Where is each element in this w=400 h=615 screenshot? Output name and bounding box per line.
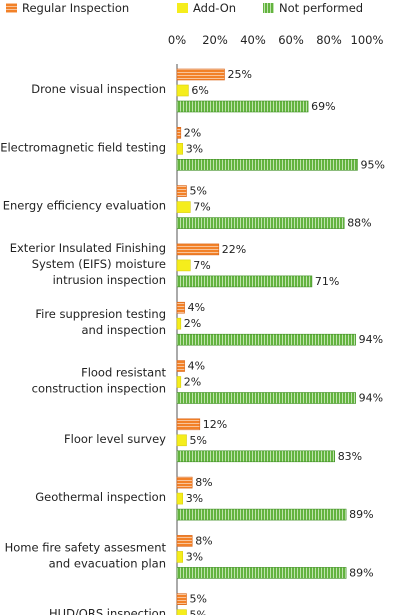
bar-regular-inspection-drone-visual-inspection: [176, 68, 225, 81]
bar-not-performed-floor-level-survey: [176, 450, 335, 463]
bar-add-on-fire-suppresion-testing-and-inspection: [176, 317, 182, 330]
data-label-not-performed-geothermal-inspection: 89%: [349, 508, 373, 521]
bar-not-performed-electromagnetic-field-testing: [176, 159, 358, 171]
category-label-fire-suppresion-testing-and-inspection-line-1: Fire suppresion testing: [35, 307, 166, 321]
bar-regular-inspection-geothermal-inspection: [176, 476, 193, 489]
data-label-add-on-electromagnetic-field-testing: 3%: [186, 142, 203, 155]
bar-add-on-floor-level-survey: [176, 434, 187, 447]
category-label-exterior-insulated-finishing-system-eifs-moisture-intrusion-inspection-line-3: intrusion inspection: [53, 273, 166, 287]
category-label-geothermal-inspection: Geothermal inspection: [35, 490, 166, 504]
category-label-drone-visual-inspection: Drone visual inspection: [31, 82, 166, 96]
data-label-regular-inspection-energy-efficiency-evaluation: 5%: [190, 185, 207, 198]
data-label-not-performed-home-fire-safety-assesment-and-evacuation-plan: 89%: [349, 566, 373, 579]
data-label-regular-inspection-exterior-insulated-finishing-system-eifs-moisture-intrusion-inspection: 22%: [222, 243, 246, 256]
category-label-fire-suppresion-testing-and-inspection-line-2: and inspection: [82, 323, 167, 337]
legend-label-not-performed: Not performed: [279, 1, 363, 15]
bar-regular-inspection-hud-qrs-inspection: [176, 593, 187, 606]
bars: 25% 6% 69% 2% 3% 95% 5% 7% 88% 22% 7% 71% 4% 2% 94% 4% 2…: [176, 68, 385, 615]
category-label-flood-resistant-construction-inspection-line-2: construction inspection: [32, 382, 166, 396]
data-label-regular-inspection-home-fire-safety-assesment-and-evacuation-plan: 8%: [195, 534, 212, 547]
data-label-not-performed-fire-suppresion-testing-and-inspection: 94%: [359, 333, 383, 346]
category-label-home-fire-safety-assesment-and-evacuation-plan-line-1: Home fire safety assesment: [5, 540, 167, 554]
bar-not-performed-fire-suppresion-testing-and-inspection: [176, 333, 356, 346]
bar-add-on-flood-resistant-construction-inspection: [176, 376, 182, 388]
bar-not-performed-exterior-insulated-finishing-system-eifs-moisture-intrusion-inspection: [176, 275, 313, 288]
data-label-regular-inspection-hud-qrs-inspection: 5%: [190, 593, 207, 606]
data-label-not-performed-exterior-insulated-finishing-system-eifs-moisture-intrusion-inspection: 71%: [315, 275, 339, 288]
data-label-not-performed-floor-level-survey: 83%: [338, 450, 362, 463]
tick-label-1: 20%: [202, 33, 228, 47]
data-label-regular-inspection-electromagnetic-field-testing: 2%: [184, 126, 201, 139]
data-label-add-on-drone-visual-inspection: 6%: [191, 84, 208, 97]
bar-not-performed-home-fire-safety-assesment-and-evacuation-plan: [176, 567, 347, 579]
legend: Regular Inspection Add-On Not performed: [6, 1, 363, 15]
bar-regular-inspection-electromagnetic-field-testing: [176, 127, 182, 139]
data-label-add-on-home-fire-safety-assesment-and-evacuation-plan: 3%: [186, 550, 203, 563]
bar-not-performed-energy-efficiency-evaluation: [176, 217, 345, 229]
bar-regular-inspection-exterior-insulated-finishing-system-eifs-moisture-intrusion-inspection: [176, 243, 220, 256]
category-label-exterior-insulated-finishing-system-eifs-moisture-intrusion-inspection-line-1: Exterior Insulated Finishing: [10, 241, 166, 255]
bar-regular-inspection-flood-resistant-construction-inspection: [176, 360, 185, 372]
category-label-floor-level-survey: Floor level survey: [64, 432, 166, 446]
category-labels: Drone visual inspection Electromagnetic f…: [0, 82, 166, 615]
bar-regular-inspection-floor-level-survey: [176, 418, 201, 431]
bar-not-performed-flood-resistant-construction-inspection: [176, 392, 356, 404]
bar-not-performed-drone-visual-inspection: [176, 100, 309, 113]
legend-swatch-not-performed: [263, 3, 274, 13]
data-label-regular-inspection-geothermal-inspection: 8%: [195, 476, 212, 489]
bar-regular-inspection-fire-suppresion-testing-and-inspection: [176, 301, 185, 314]
data-label-add-on-flood-resistant-construction-inspection: 2%: [184, 376, 201, 389]
legend-swatch-regular-inspection: [6, 3, 17, 13]
data-label-add-on-floor-level-survey: 5%: [190, 434, 207, 447]
tick-label-2: 40%: [240, 33, 266, 47]
category-label-flood-resistant-construction-inspection-line-1: Flood resistant: [81, 366, 166, 380]
data-label-add-on-exterior-insulated-finishing-system-eifs-moisture-intrusion-inspection: 7%: [193, 259, 210, 272]
category-label-home-fire-safety-assesment-and-evacuation-plan-line-2: and evacuation plan: [49, 556, 166, 570]
data-label-regular-inspection-drone-visual-inspection: 25%: [228, 68, 252, 81]
legend-label-regular-inspection: Regular Inspection: [22, 1, 129, 15]
bar-add-on-hud-qrs-inspection: [176, 609, 187, 615]
bar-add-on-exterior-insulated-finishing-system-eifs-moisture-intrusion-inspection: [176, 259, 191, 272]
bar-add-on-drone-visual-inspection: [176, 84, 189, 97]
data-label-not-performed-electromagnetic-field-testing: 95%: [361, 158, 385, 171]
data-label-regular-inspection-flood-resistant-construction-inspection: 4%: [188, 360, 205, 373]
bar-add-on-home-fire-safety-assesment-and-evacuation-plan: [176, 551, 183, 563]
bar-regular-inspection-energy-efficiency-evaluation: [176, 185, 187, 197]
data-label-add-on-fire-suppresion-testing-and-inspection: 2%: [184, 317, 201, 330]
tick-label-3: 60%: [278, 33, 304, 47]
data-label-not-performed-drone-visual-inspection: 69%: [311, 100, 335, 113]
data-label-regular-inspection-fire-suppresion-testing-and-inspection: 4%: [188, 301, 205, 314]
data-label-add-on-geothermal-inspection: 3%: [186, 492, 203, 505]
tick-label-0: 0%: [168, 33, 186, 47]
bar-add-on-electromagnetic-field-testing: [176, 143, 183, 155]
category-label-energy-efficiency-evaluation: Energy efficiency evaluation: [3, 199, 166, 213]
data-label-not-performed-energy-efficiency-evaluation: 88%: [347, 217, 371, 230]
bar-regular-inspection-home-fire-safety-assesment-and-evacuation-plan: [176, 535, 193, 547]
category-label-electromagnetic-field-testing: Electromagnetic field testing: [0, 140, 166, 154]
tick-label-5: 100%: [351, 33, 384, 47]
legend-swatch-add-on: [177, 3, 188, 13]
data-label-not-performed-flood-resistant-construction-inspection: 94%: [359, 392, 383, 405]
bar-add-on-geothermal-inspection: [176, 492, 183, 505]
data-label-add-on-hud-qrs-inspection: 5%: [190, 609, 207, 615]
tick-label-4: 80%: [316, 33, 342, 47]
data-label-regular-inspection-floor-level-survey: 12%: [203, 418, 227, 431]
legend-label-add-on: Add-On: [193, 1, 236, 15]
bar-add-on-energy-efficiency-evaluation: [176, 201, 191, 213]
bar-not-performed-geothermal-inspection: [176, 508, 347, 521]
x-axis-ticks: 0% 20% 40% 60% 80% 100%: [168, 33, 384, 47]
data-label-add-on-energy-efficiency-evaluation: 7%: [193, 201, 210, 214]
category-label-exterior-insulated-finishing-system-eifs-moisture-intrusion-inspection-line-2: System (EIFS) moisture: [32, 257, 166, 271]
category-label-hud-qrs-inspection: HUD/QRS inspection: [49, 607, 166, 615]
